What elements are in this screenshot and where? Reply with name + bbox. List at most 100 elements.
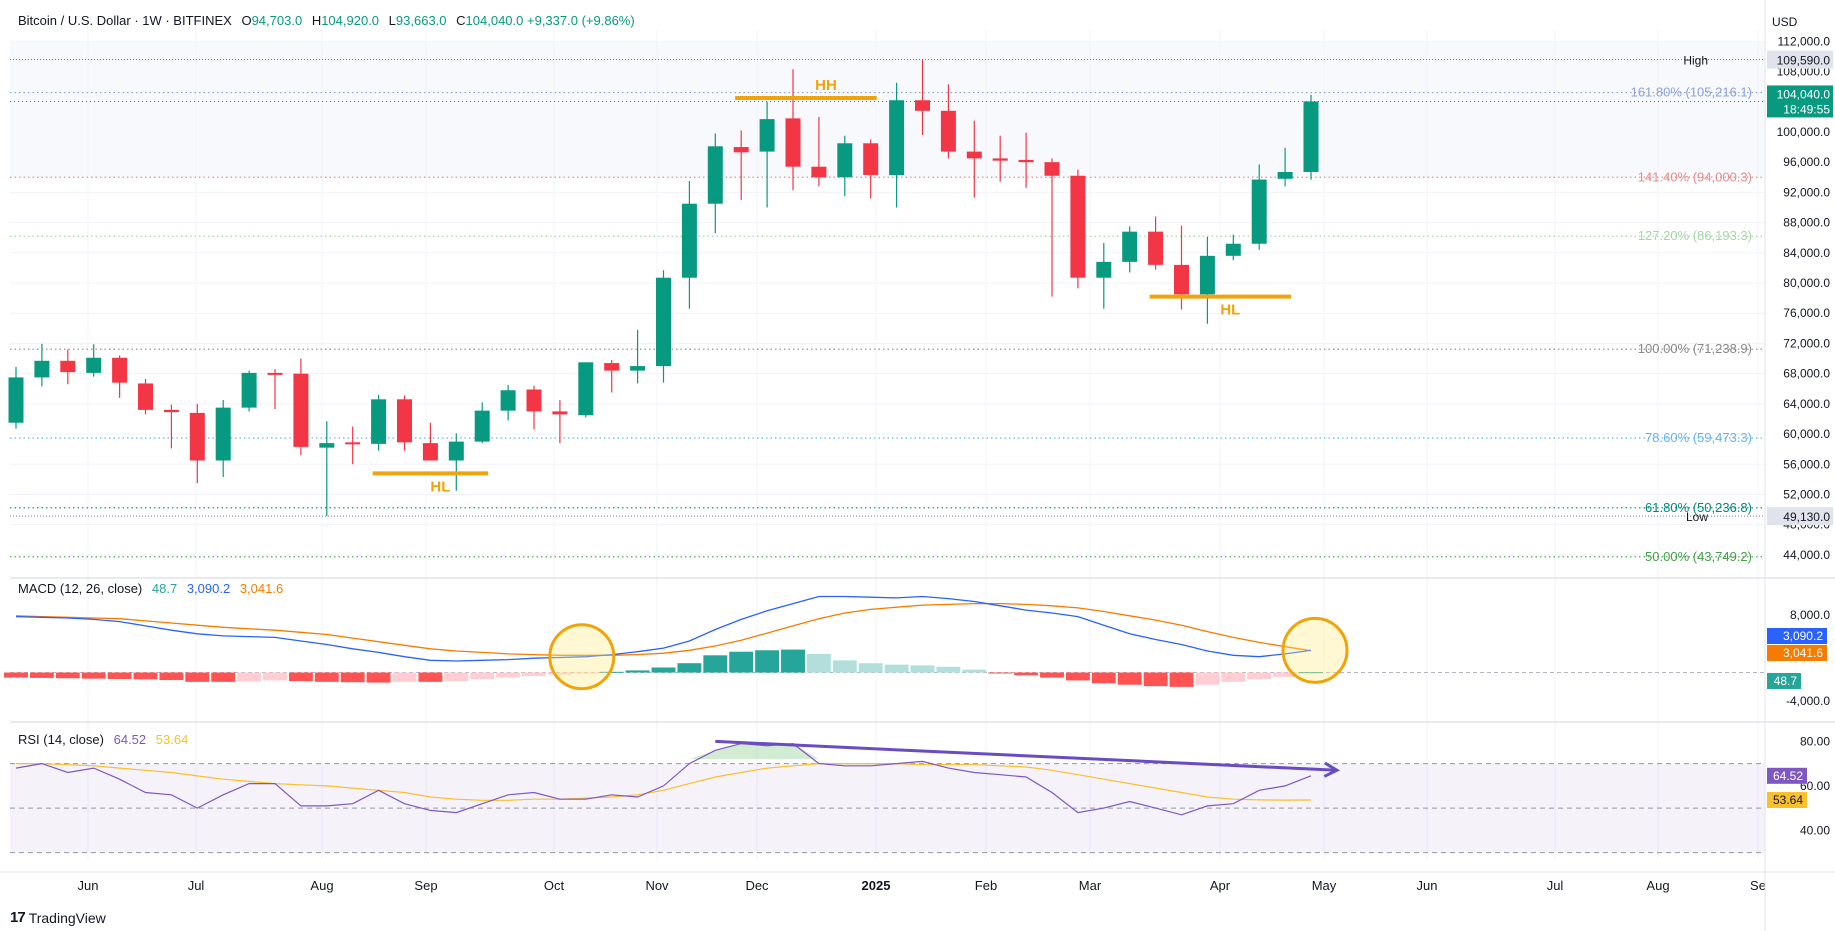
macd-hist-value: 48.7 (151, 581, 178, 596)
candle (785, 69, 801, 191)
macd-histogram-bar (651, 667, 676, 673)
candle-body (86, 357, 102, 373)
macd-histogram-bar (781, 649, 805, 673)
candle (1303, 94, 1319, 180)
divergence-arrow-head (1323, 761, 1341, 778)
candle-body (8, 377, 24, 423)
bar-countdown: 18:49:55 (1783, 102, 1830, 116)
candle-body (966, 151, 982, 159)
candle-body (1122, 231, 1138, 262)
time-tick-label: Feb (975, 878, 997, 893)
macd-tick-label: -4,000.0 (1786, 694, 1830, 708)
symbol-header[interactable]: Bitcoin / U.S. Dollar · 1W · BITFINEX O9… (18, 13, 635, 28)
candle (319, 421, 335, 517)
fib-level-label: 161.80% (105,216.1) (1631, 85, 1752, 100)
rsi-legend[interactable]: RSI (14, close) 64.52 53.64 (18, 732, 188, 747)
candles (8, 59, 1319, 517)
time-tick-label: Aug (310, 878, 333, 893)
candle-body (422, 443, 438, 461)
change-value: +9,337.0 (+9.86%) (527, 13, 635, 28)
price-tick-label: 80,000.0 (1783, 276, 1830, 290)
macd-histogram-bar (1247, 672, 1272, 679)
candle (863, 139, 879, 199)
upper-range-shade (10, 41, 1765, 178)
rsi-ma-badge (1767, 792, 1807, 809)
candle-body (552, 411, 568, 415)
candle-body (1277, 171, 1293, 179)
macd-histogram-bar (522, 672, 546, 677)
macd-histogram-bar (133, 672, 158, 680)
candle (656, 270, 671, 383)
candle (215, 400, 231, 478)
rsi-line (15, 742, 1312, 816)
last-price-badge (1767, 85, 1833, 118)
close-value: 104,040.0 (465, 13, 524, 28)
candle (1199, 236, 1215, 324)
fib-level-label: 141.40% (94,000.3) (1638, 169, 1752, 184)
candle-body (474, 410, 490, 442)
price-axis[interactable]: 112,000.0108,000.0100,000.096,000.092,00… (1683, 34, 1833, 562)
divergence-arrow-line (715, 739, 1337, 772)
candle (578, 362, 594, 418)
price-tick-label: 72,000.0 (1783, 336, 1830, 350)
price-tick-label: 76,000.0 (1783, 306, 1830, 320)
candle (86, 344, 102, 377)
price-tick-label: 64,000.0 (1783, 397, 1830, 411)
fib-level-label: 61.80% (50,236.8) (1645, 500, 1752, 515)
candle (526, 385, 542, 430)
candle-body (163, 409, 179, 413)
macd-histogram-bar (1169, 672, 1194, 687)
candle-body (293, 373, 309, 447)
annotations: HH HL HL (372, 77, 1292, 495)
time-tick-label: Se (1750, 878, 1766, 893)
candle-body (371, 399, 387, 444)
macd-histogram-bar (729, 651, 754, 673)
tradingview-name: TradingView (28, 909, 106, 926)
candle (397, 395, 412, 451)
macd-histogram-bar (159, 672, 184, 681)
tradingview-logo: 17 (10, 909, 26, 926)
rsi-tick-label: 60.00 (1800, 779, 1830, 793)
macd-histogram-bar (1117, 672, 1142, 685)
candle (293, 358, 309, 456)
macd-histogram-bar (1221, 672, 1246, 682)
candle-body (319, 443, 335, 448)
macd-legend[interactable]: MACD (12, 26, close) 48.7 3,090.2 3,041.… (18, 581, 283, 596)
candle-body (267, 372, 283, 375)
candle-body (837, 143, 853, 178)
currency-label[interactable]: USD (1772, 15, 1798, 29)
candle (1018, 132, 1034, 188)
high-value-badge (1767, 50, 1833, 69)
candle-body (500, 390, 516, 411)
candle-body (1303, 101, 1319, 172)
macd-histogram-bar (185, 672, 210, 682)
macd-histogram-bar (936, 666, 961, 673)
macd-line (15, 595, 1312, 662)
fibonacci-levels: 161.80% (105,216.1) 141.40% (94,000.3) 127… (10, 59, 1765, 564)
time-axis[interactable]: Jun Jul Aug Sep Oct Nov Dec 2025 Feb Mar Apr May Jun… (78, 878, 1766, 893)
price-tick-label: 56,000.0 (1783, 457, 1830, 471)
macd-histogram-bar (988, 672, 1013, 674)
fib-level-label: 50.00% (43,749.2) (1645, 549, 1752, 564)
macd-line-value: 3,090.2 (186, 581, 231, 596)
candle-body (863, 143, 879, 176)
low-label: L (388, 13, 396, 28)
candle (1122, 226, 1138, 273)
macd-line-badge-text: 3,090.2 (1783, 629, 1823, 643)
high-label: H (311, 13, 322, 28)
candle-body (1070, 175, 1086, 278)
candle (915, 59, 930, 135)
price-tick-label: 52,000.0 (1783, 487, 1830, 501)
close-label: C (456, 13, 466, 28)
time-tick-label: May (1312, 878, 1337, 893)
price-tick-label: 44,000.0 (1783, 548, 1830, 562)
candle (345, 426, 361, 465)
candle (189, 403, 205, 484)
candle (992, 135, 1008, 182)
time-tick-label: Oct (544, 878, 565, 893)
macd-histogram-bar (418, 672, 443, 682)
candle-body (811, 166, 827, 178)
macd-histogram-bar (1273, 672, 1298, 677)
tradingview-brand[interactable]: 17 TradingView (10, 909, 106, 926)
